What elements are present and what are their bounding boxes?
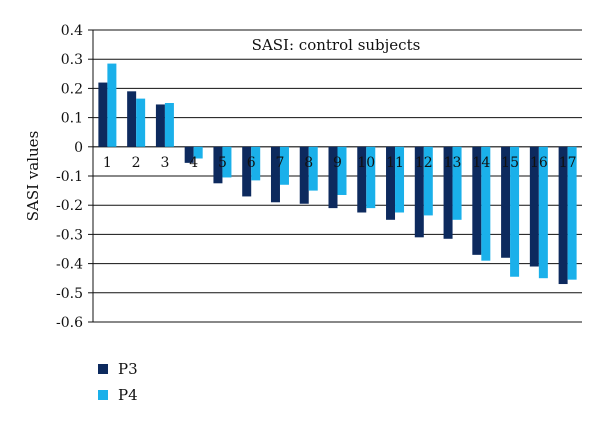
legend-label-p4: P4: [118, 386, 138, 404]
y-tick-label: 0.2: [61, 81, 83, 97]
category-label: 14: [472, 155, 490, 171]
y-tick-label: -0.1: [56, 169, 83, 185]
bar-p3: [328, 146, 338, 209]
category-label: 11: [386, 155, 404, 171]
bar-p4: [222, 146, 232, 178]
bar-p3: [184, 146, 194, 163]
bar-p3: [98, 82, 108, 147]
category-label: 5: [218, 155, 227, 171]
bar-p3: [386, 146, 396, 220]
bar-p4: [164, 103, 174, 147]
bar-p3: [270, 146, 280, 203]
y-tick-label: 0.1: [61, 111, 83, 127]
bar-p3: [213, 146, 223, 184]
chart-title-background: [244, 33, 429, 57]
bar-p4: [538, 146, 548, 279]
legend-swatch-p3: [98, 364, 108, 374]
bar-p4: [107, 63, 117, 147]
y-tick-label: -0.6: [56, 315, 83, 331]
bar-p4: [510, 146, 520, 277]
y-axis: 0.4 0.3 0.2 0.1 0 -0.1 -0.2 -0.3 -0.4 -0.5 -0.6: [56, 23, 94, 331]
bar-p3: [127, 91, 137, 147]
bar-p3: [529, 146, 539, 267]
y-tick-label: 0.4: [61, 23, 83, 39]
category-label: 15: [501, 155, 519, 171]
bar-p3: [242, 146, 252, 197]
category-label: 1: [103, 155, 112, 171]
chart-title: SASI: control subjects: [252, 36, 421, 54]
y-tick-label: -0.2: [56, 198, 83, 214]
category-label: 6: [247, 155, 256, 171]
y-axis-label: SASI values: [24, 131, 42, 222]
category-label: 17: [559, 155, 577, 171]
bar-p4: [395, 146, 405, 213]
category-label: 10: [357, 155, 375, 171]
category-label: 12: [415, 155, 433, 171]
bars: [98, 63, 577, 285]
category-label: 16: [530, 155, 548, 171]
bar-p4: [366, 146, 376, 209]
y-tick-label: -0.5: [56, 286, 83, 302]
bar-p4: [481, 146, 491, 261]
bar-p3: [357, 146, 367, 213]
category-label: 8: [304, 155, 313, 171]
legend-swatch-p4: [98, 390, 108, 400]
bar-p3: [155, 104, 165, 147]
bar-p4: [279, 146, 289, 185]
y-tick-label: 0: [74, 140, 83, 156]
bar-p4: [193, 146, 203, 159]
category-label: 2: [132, 155, 141, 171]
chart-title-box: SASI: control subjects: [244, 33, 429, 57]
bar-p4: [423, 146, 433, 216]
bar-p3: [414, 146, 424, 238]
y-tick-label: 0.3: [61, 52, 83, 68]
bar-p3: [443, 146, 453, 239]
bar-p4: [251, 146, 261, 181]
bar-p4: [567, 146, 577, 280]
legend-label-p3: P3: [118, 360, 138, 378]
category-label: 3: [160, 155, 169, 171]
y-tick-label: -0.3: [56, 227, 83, 243]
category-label: 9: [333, 155, 342, 171]
bar-p4: [452, 146, 462, 220]
bar-p4: [337, 146, 347, 195]
bar-p3: [558, 146, 568, 285]
bar-p3: [299, 146, 309, 204]
bar-p4: [308, 146, 318, 191]
category-labels: 1 2 3 4 5 6 7 8 9 10 11 12 13 14 15 16 17: [103, 155, 577, 171]
y-tick-label: -0.4: [56, 257, 83, 273]
category-label: 7: [276, 155, 285, 171]
category-label: 4: [189, 155, 198, 171]
bar-p3: [472, 146, 482, 255]
bar-p4: [136, 98, 146, 147]
category-label: 13: [444, 155, 462, 171]
bar-p3: [501, 146, 511, 258]
